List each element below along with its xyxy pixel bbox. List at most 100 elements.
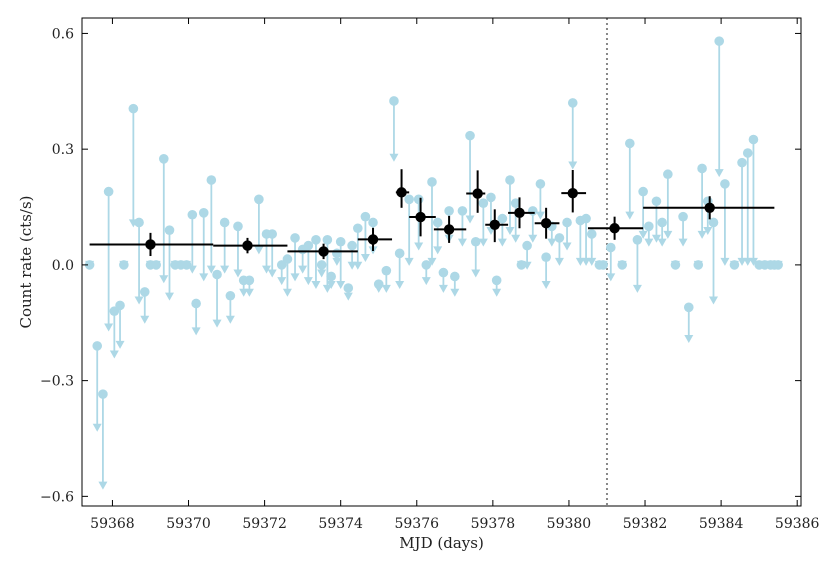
upper-limit-point <box>206 175 217 274</box>
upper-limit-arrow <box>505 227 515 236</box>
upper-limit-marker <box>311 235 321 245</box>
upper-limit-point <box>567 98 578 170</box>
upper-limit-point <box>663 169 673 239</box>
upper-limit-marker <box>347 240 357 251</box>
upper-limit-arrow <box>347 261 357 270</box>
upper-limit-marker <box>657 217 667 228</box>
upper-limit-arrow <box>262 265 272 274</box>
upper-limit-arrow <box>581 257 591 266</box>
upper-limit-arrow <box>187 265 197 274</box>
upper-limit-arrow <box>191 327 201 336</box>
upper-limit-marker <box>470 236 481 247</box>
binned-marker <box>514 207 525 219</box>
upper-limit-marker <box>225 290 236 301</box>
upper-limit-arrow <box>554 257 564 266</box>
upper-limit-point <box>697 163 707 239</box>
upper-limit-arrow <box>254 246 264 255</box>
upper-limit-marker <box>290 233 300 243</box>
binned-point <box>287 243 358 260</box>
upper-limit-arrow <box>535 211 545 220</box>
upper-limit-point <box>541 252 551 290</box>
upper-limit-marker <box>322 235 333 245</box>
upper-limit-arrow <box>395 281 405 290</box>
upper-limit-point <box>554 233 565 266</box>
upper-limit-arrow <box>317 269 327 278</box>
upper-limit-arrow <box>115 340 125 349</box>
upper-limit-arrow <box>311 281 321 290</box>
upper-limit-arrow <box>651 234 661 243</box>
upper-limit-arrow <box>748 257 758 266</box>
upper-limit-point <box>638 186 648 239</box>
binned-point <box>643 196 775 220</box>
upper-limit-marker <box>683 302 694 313</box>
upper-limit-marker <box>586 229 597 239</box>
upper-limit-point <box>103 186 114 332</box>
upper-limit-marker <box>267 229 278 239</box>
upper-limit-point <box>657 217 667 247</box>
upper-limit-point <box>326 271 336 290</box>
upper-limit-arrow <box>528 234 538 243</box>
upper-limit-marker <box>581 213 591 224</box>
upper-limit-marker <box>316 260 327 270</box>
upper-limit-arrow <box>109 350 119 359</box>
upper-limit-arrow <box>625 211 635 220</box>
upper-limit-marker <box>219 217 230 228</box>
x-tick-label: 59372 <box>242 516 287 532</box>
upper-limit-marker <box>729 260 740 270</box>
upper-limit-point <box>586 229 597 266</box>
x-tick-label: 59374 <box>318 516 363 532</box>
upper-limit-marker <box>617 260 628 270</box>
binned-marker <box>609 223 620 234</box>
x-tick-label: 59384 <box>699 516 744 532</box>
upper-limit-point <box>465 130 475 224</box>
upper-limit-marker <box>233 221 243 232</box>
upper-limit-point <box>244 275 255 297</box>
upper-limit-arrow <box>343 292 353 301</box>
upper-limit-point <box>303 240 314 286</box>
binned-point <box>433 215 467 243</box>
upper-limit-point <box>212 269 222 328</box>
upper-limit-arrow <box>134 296 144 305</box>
upper-limit-marker <box>115 300 125 311</box>
upper-limit-point <box>404 194 414 266</box>
upper-limit-marker <box>191 298 201 309</box>
binned-point <box>395 169 410 208</box>
upper-limit-marker <box>638 186 648 197</box>
upper-limit-arrow <box>336 281 346 290</box>
upper-limit-arrow <box>471 269 481 278</box>
upper-limit-point <box>605 242 616 282</box>
upper-limit-arrow <box>303 277 313 286</box>
x-tick-label: 59370 <box>166 516 211 532</box>
upper-limit-marker <box>381 265 392 276</box>
upper-limit-marker <box>92 341 103 351</box>
upper-limit-point <box>470 236 481 278</box>
upper-limit-arrow <box>632 284 642 293</box>
upper-limit-marker <box>187 209 198 220</box>
upper-limit-arrow <box>644 238 654 247</box>
upper-limit-marker <box>373 279 384 289</box>
upper-limit-point <box>729 260 740 270</box>
upper-limit-point <box>421 260 432 286</box>
upper-limit-point <box>225 290 236 324</box>
upper-limit-marker <box>510 198 521 208</box>
binned-marker <box>489 219 500 230</box>
upper-limit-arrow <box>547 238 557 247</box>
upper-limit-point <box>134 217 144 305</box>
upper-limit-marker <box>670 260 681 270</box>
binned-point <box>409 197 436 237</box>
upper-limit-arrow <box>465 215 475 224</box>
upper-limit-arrow <box>332 257 342 266</box>
upper-limit-point <box>347 240 357 270</box>
upper-limit-arrow <box>199 273 209 282</box>
upper-limit-arrow <box>164 292 174 301</box>
upper-limit-arrow <box>98 481 108 490</box>
upper-limit-point <box>528 206 538 243</box>
binned-marker <box>396 187 407 198</box>
binned-point <box>534 207 560 239</box>
upper-limit-marker <box>360 211 371 222</box>
upper-limit-point <box>389 96 399 162</box>
upper-limit-point <box>478 198 489 247</box>
upper-limit-point <box>360 211 371 263</box>
upper-limit-arrow <box>220 265 230 274</box>
upper-limit-point <box>254 194 264 255</box>
